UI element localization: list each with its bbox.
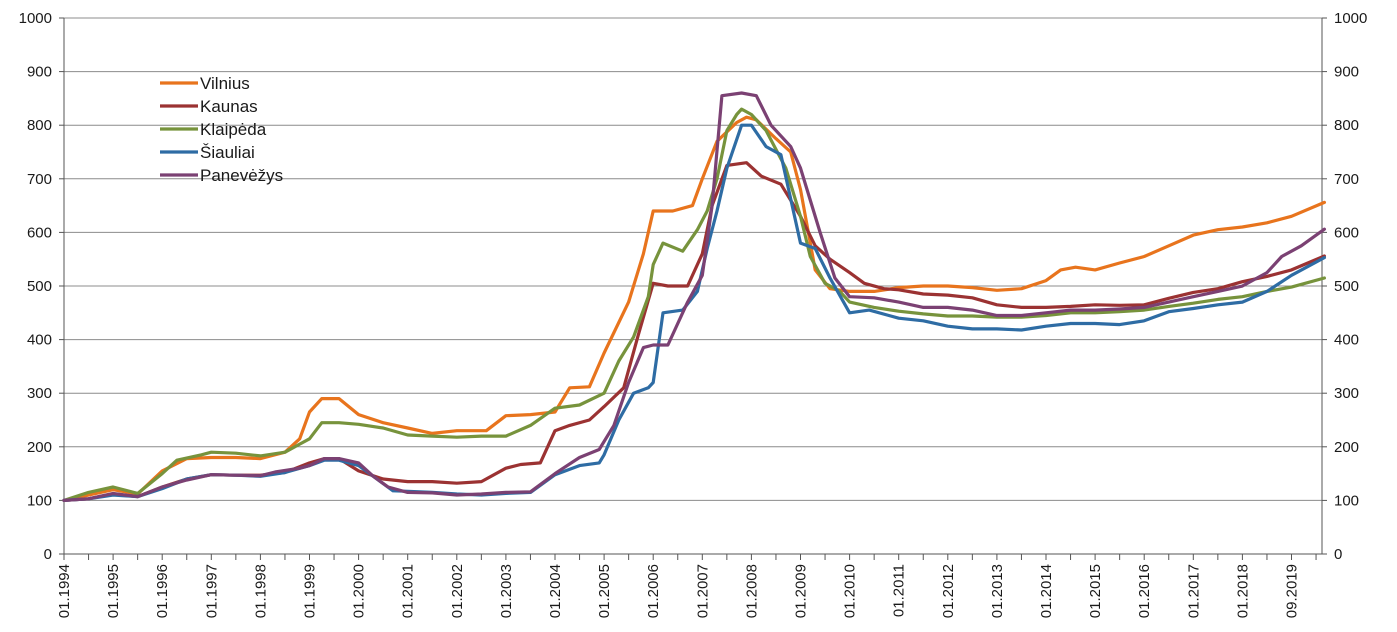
x-axis: 01.1994 01.1995 01.1996 01.1997 01.1998 01.19… (56, 564, 1301, 618)
axes (59, 17, 1327, 560)
x-tick-label: 01.2012 (940, 564, 957, 618)
legend-label: Kaunas (200, 97, 258, 116)
legend-label: Panevėžys (200, 166, 283, 185)
y-tick-label-left: 400 (27, 332, 52, 349)
x-tick-label: 01.1994 (56, 564, 73, 618)
y-tick-label-right: 500 (1334, 278, 1359, 295)
y-tick-label-right: 1000 (1334, 10, 1367, 27)
x-tick-label: 01.2014 (1038, 564, 1055, 618)
series-line-klaipėda (62, 107, 1326, 502)
y-tick-label-right: 100 (1334, 492, 1359, 509)
x-tick-label: 01.2015 (1087, 564, 1104, 618)
x-tick-label: 01.1999 (302, 564, 319, 618)
series-line-vilnius (62, 115, 1326, 502)
x-tick-label: 01.2011 (891, 564, 908, 617)
x-tick-label: 01.2013 (989, 564, 1006, 618)
y-tick-label-left: 900 (27, 64, 52, 81)
x-tick-label: 01.2008 (743, 564, 760, 618)
gridlines (64, 17, 1322, 501)
y-tick-label-left: 1000 (19, 10, 52, 27)
series-lines (62, 91, 1326, 502)
x-tick-label: 01.2017 (1185, 564, 1202, 618)
series-line-kaunas (62, 161, 1326, 502)
x-tick-label: 01.2018 (1234, 564, 1251, 618)
x-tick-label: 01.2000 (351, 564, 368, 618)
x-tick-label: 01.2005 (596, 564, 613, 618)
x-tick-label: 01.2006 (645, 564, 662, 618)
y-tick-label-right: 900 (1334, 64, 1359, 81)
series-line-panevėžys (62, 91, 1326, 502)
x-tick-label: 01.2002 (449, 564, 466, 618)
y-tick-label-left: 800 (27, 117, 52, 134)
x-tick-label: 01.2016 (1136, 564, 1153, 618)
y-tick-label-right: 800 (1334, 117, 1359, 134)
legend: Vilnius Kaunas Klaipėda Šiauliai Panevėžys (160, 74, 283, 185)
x-tick-label: 09.2019 (1284, 564, 1301, 618)
y-axis-right: 0 100 200 300 400 500 600 700 800 900 1000 (1334, 10, 1367, 563)
y-axis-left: 0 100 200 300 400 500 600 700 800 900 1000 (19, 10, 52, 563)
legend-label: Klaipėda (200, 120, 267, 139)
y-tick-label-left: 600 (27, 224, 52, 241)
x-tick-label: 01.1997 (203, 564, 220, 618)
x-tick-label: 01.2003 (498, 564, 515, 618)
y-tick-label-right: 600 (1334, 224, 1359, 241)
y-tick-label-right: 300 (1334, 385, 1359, 402)
x-tick-label: 01.1996 (154, 564, 171, 618)
y-tick-label-left: 200 (27, 439, 52, 456)
x-tick-label: 01.2010 (842, 564, 859, 618)
x-tick-label: 01.2004 (547, 564, 564, 618)
y-tick-label-right: 200 (1334, 439, 1359, 456)
x-tick-label: 01.2007 (694, 564, 711, 618)
y-tick-label-right: 700 (1334, 171, 1359, 188)
y-tick-label-right: 400 (1334, 332, 1359, 349)
y-tick-label-left: 300 (27, 385, 52, 402)
x-tick-label: 01.2009 (793, 564, 810, 618)
y-tick-label-left: 0 (44, 546, 52, 563)
y-tick-label-left: 100 (27, 492, 52, 509)
x-tick-label: 01.2001 (400, 564, 417, 618)
x-tick-label: 01.1998 (252, 564, 269, 618)
legend-label: Šiauliai (200, 143, 255, 162)
y-tick-label-right: 0 (1334, 546, 1342, 563)
y-tick-label-left: 500 (27, 278, 52, 295)
x-tick-label: 01.1995 (105, 564, 122, 618)
y-tick-label-left: 700 (27, 171, 52, 188)
legend-label: Vilnius (200, 74, 250, 93)
